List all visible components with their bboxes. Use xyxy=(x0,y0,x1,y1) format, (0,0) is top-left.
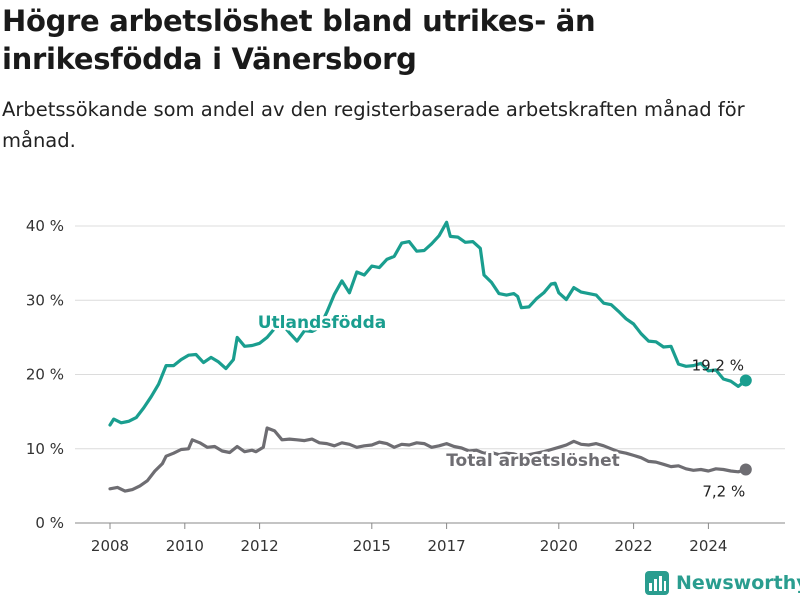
series-end-marker xyxy=(739,374,752,387)
x-tick-label: 2015 xyxy=(353,537,391,555)
line-chart: 0 % 10 % 20 % 30 % 40 % 2008 2010 2012 2015 2017 2… xyxy=(26,217,785,555)
brand-name: Newsworthy xyxy=(676,572,800,594)
x-tick-label: 2020 xyxy=(540,537,578,555)
chart-subtitle: Arbetssökande som andel av den registerb… xyxy=(2,98,745,152)
x-tick-label: 2012 xyxy=(241,537,279,555)
bar-chart-icon xyxy=(645,571,669,595)
series-end-marker xyxy=(739,463,752,476)
axis-labels: 0 % 10 % 20 % 30 % 40 % 2008 2010 2012 2015 2017 2… xyxy=(26,217,728,555)
series-lines xyxy=(108,220,752,493)
grid-lines xyxy=(75,225,785,524)
series-end-label: 19,2 % xyxy=(692,356,744,374)
series-labels: 19,2 % 7,2 % Utlandsfödda Total arbetslöshe… xyxy=(255,311,745,501)
series-line-utlandsfodda xyxy=(108,220,748,427)
newsworthy-logo: Newsworthy xyxy=(644,570,800,596)
series-name-label: Total arbetslöshet xyxy=(446,451,620,471)
y-tick-label: 10 % xyxy=(26,440,64,458)
y-tick-label: 0 % xyxy=(35,514,64,532)
x-tick-label: 2008 xyxy=(91,537,129,555)
chart-title: Högre arbetslöshet bland utrikes- än inr… xyxy=(2,4,596,76)
x-tick-label: 2022 xyxy=(615,537,653,555)
x-tick-label: 2017 xyxy=(428,537,466,555)
series-line-total xyxy=(108,426,748,493)
x-tick-label: 2010 xyxy=(166,537,204,555)
y-tick-label: 40 % xyxy=(26,217,64,235)
x-tick-label: 2024 xyxy=(689,537,727,555)
series-end-label: 7,2 % xyxy=(702,483,745,501)
y-tick-label: 20 % xyxy=(26,366,64,384)
y-tick-label: 30 % xyxy=(26,291,64,309)
series-name-label: Utlandsfödda xyxy=(258,313,387,333)
